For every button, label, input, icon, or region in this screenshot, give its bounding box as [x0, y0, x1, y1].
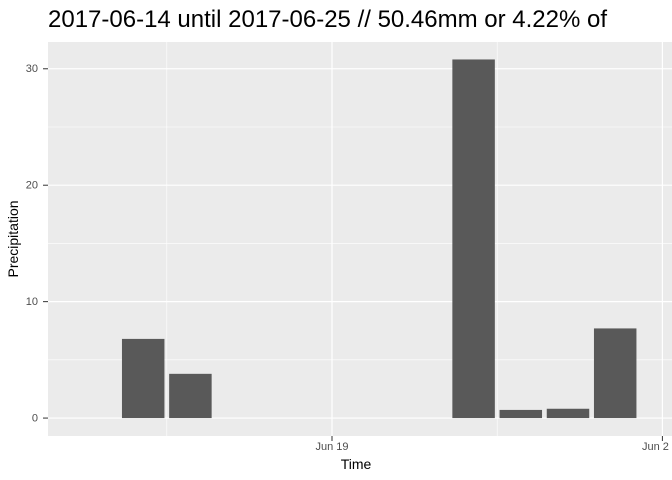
y-axis: 0 10 20 30 — [26, 63, 48, 425]
bar-2017-06-25 — [593, 328, 637, 419]
y-tick-label-0: 0 — [32, 413, 38, 425]
y-axis-title: Precipitation — [5, 200, 21, 277]
bar-2017-06-15 — [121, 338, 165, 419]
x-axis: Jun 19 Jun 2 — [315, 436, 669, 453]
bars — [121, 59, 637, 419]
y-tick-label-30: 30 — [26, 63, 38, 75]
bar-2017-06-23 — [499, 409, 543, 419]
chart-title: 2017-06-14 until 2017-06-25 // 50.46mm o… — [48, 6, 607, 33]
bar-2017-06-16 — [169, 373, 212, 419]
bar-2017-06-22 — [452, 59, 495, 419]
y-tick-label-20: 20 — [26, 180, 38, 192]
x-tick-label-jun19: Jun 19 — [315, 441, 348, 453]
x-tick-label-jun2x: Jun 2 — [642, 441, 669, 453]
bar-2017-06-24 — [546, 408, 590, 419]
y-tick-label-10: 10 — [26, 296, 38, 308]
x-axis-title: Time — [341, 456, 372, 472]
major-gridlines — [48, 42, 672, 436]
